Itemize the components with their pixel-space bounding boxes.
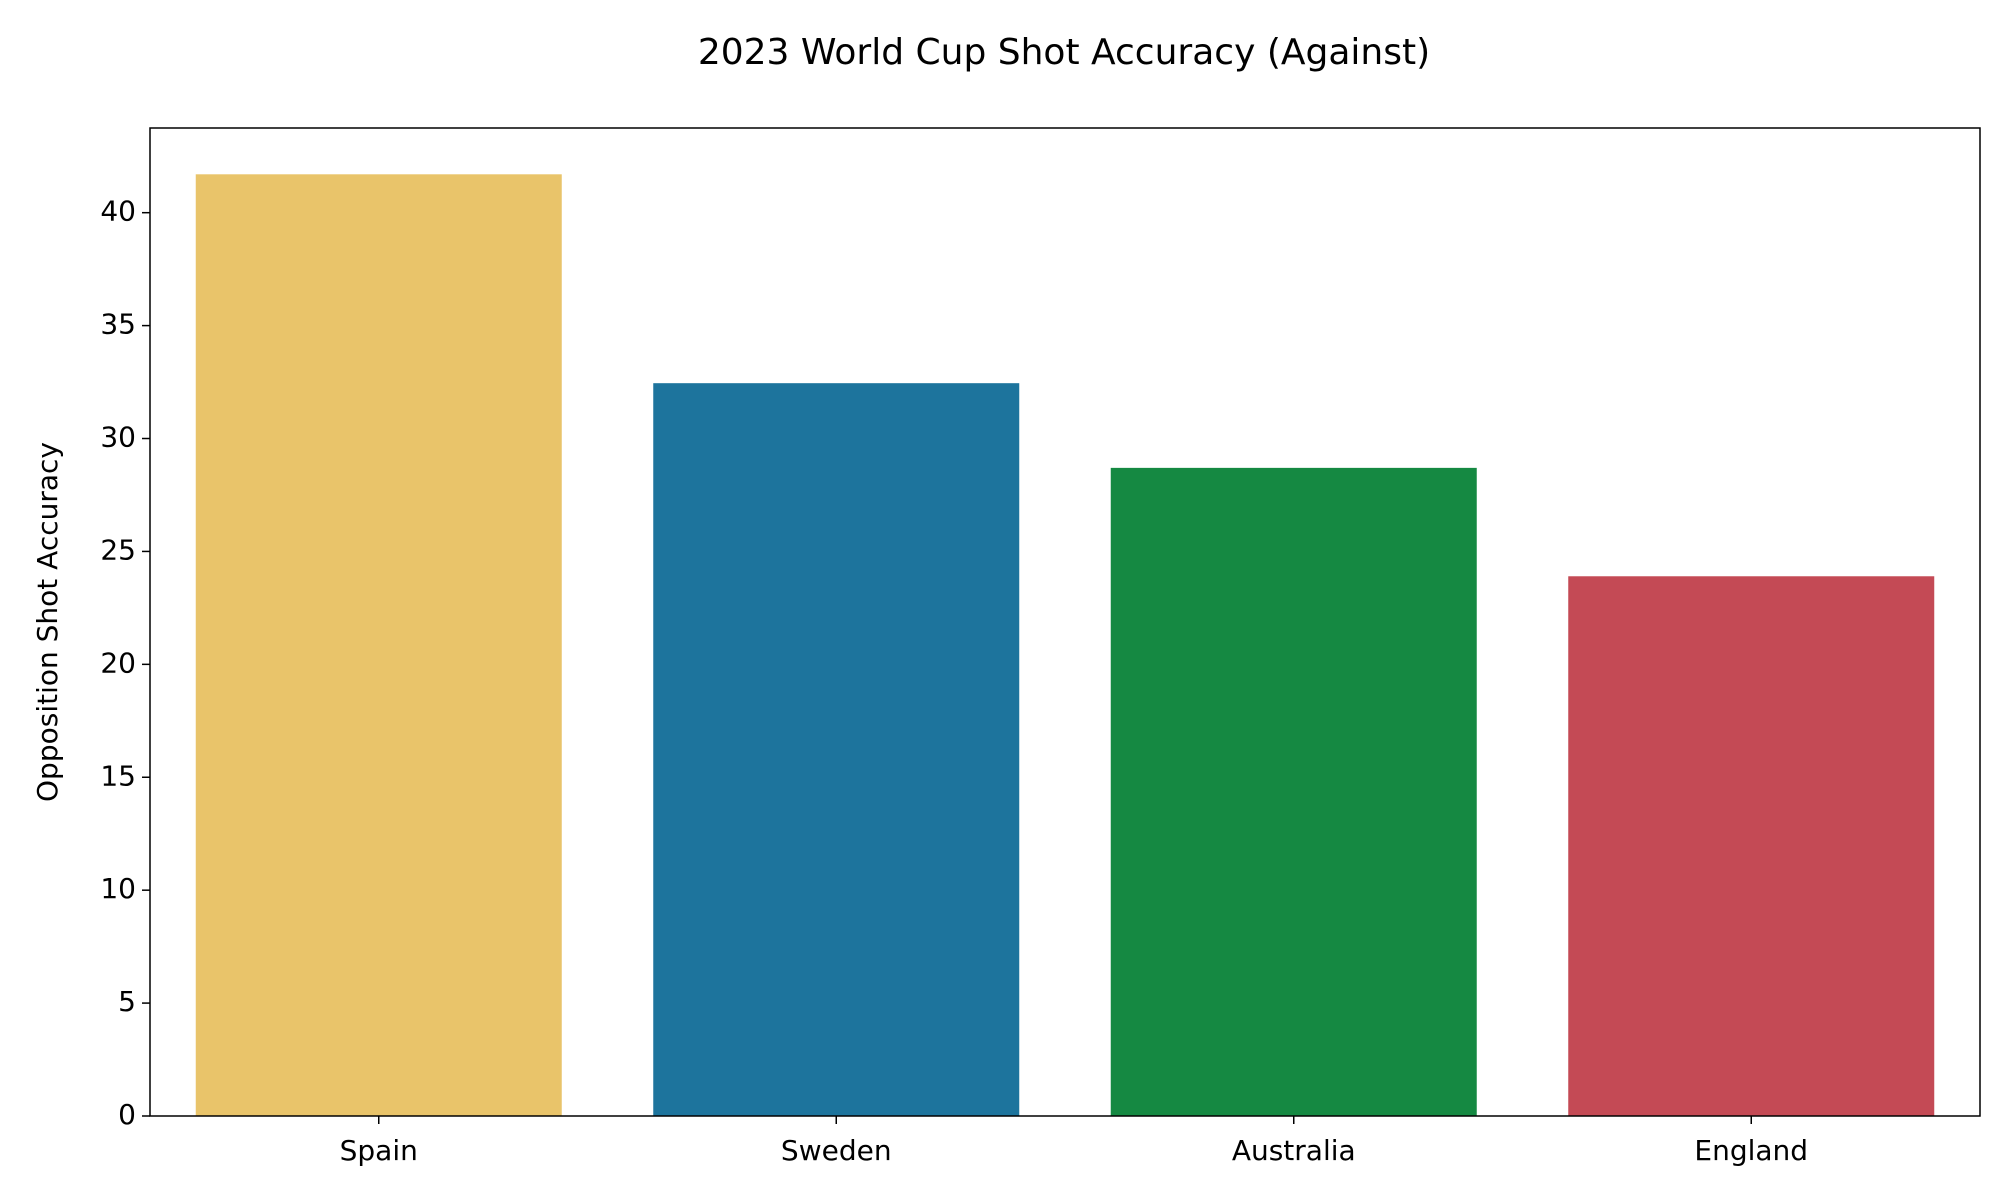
y-tick-label: 40 (100, 195, 136, 228)
bar (195, 174, 562, 1116)
x-tick-label: England (1694, 1134, 1808, 1167)
y-tick-label: 20 (100, 646, 136, 679)
bar (653, 383, 1020, 1116)
y-axis-label: Opposition Shot Accuracy (31, 442, 64, 802)
y-tick-label: 10 (100, 872, 136, 905)
x-tick-label: Spain (340, 1134, 418, 1167)
y-tick-label: 30 (100, 421, 136, 454)
plot-frame (149, 127, 1981, 1117)
bar (1110, 467, 1477, 1116)
x-tick-label: Sweden (781, 1134, 892, 1167)
bar (1568, 576, 1935, 1116)
chart-title: 2023 World Cup Shot Accuracy (Against) (698, 32, 1430, 73)
y-tick-label: 5 (118, 985, 136, 1018)
y-tick-label: 0 (118, 1098, 136, 1131)
x-tick-label: Australia (1232, 1134, 1356, 1167)
y-tick-label: 15 (100, 759, 136, 792)
y-tick-label: 35 (100, 308, 136, 341)
y-tick-label: 25 (100, 533, 136, 566)
